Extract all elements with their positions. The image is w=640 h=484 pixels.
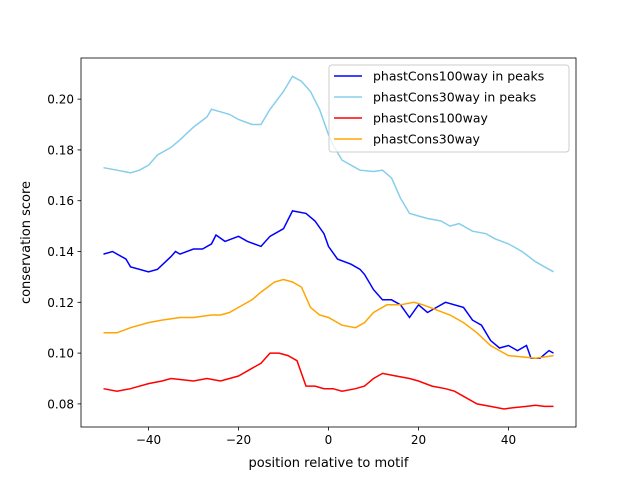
x-tick-label: −20 (226, 433, 251, 447)
y-tick-label: 0.20 (47, 93, 74, 107)
legend-label: phastCons100way in peaks (373, 69, 544, 84)
legend-label: phastCons30way in peaks (373, 90, 536, 105)
series-line-0 (103, 210, 554, 359)
x-tick-label: 0 (325, 433, 333, 447)
x-axis-label: position relative to motif (249, 456, 409, 471)
legend-label: phastCons30way (373, 132, 481, 147)
legend-frame (328, 64, 570, 153)
x-tick-label: 20 (411, 433, 426, 447)
x-tick-label: 40 (501, 433, 516, 447)
y-tick-label: 0.18 (47, 143, 74, 157)
y-axis-ticks: 0.08 0.10 0.12 0.14 0.16 0.18 0.20 (47, 93, 81, 411)
legend-label: phastCons100way (373, 111, 488, 126)
y-tick-label: 0.08 (47, 397, 74, 411)
series-line-2 (103, 352, 554, 410)
series-line-3 (103, 278, 554, 359)
x-axis-ticks: −40 −20 0 20 40 (136, 427, 516, 447)
legend: phastCons100way in peaks phastCons30way i… (328, 64, 570, 153)
y-tick-label: 0.16 (47, 194, 74, 208)
y-tick-label: 0.10 (47, 347, 74, 361)
x-tick-label: −40 (136, 433, 161, 447)
y-axis-label: conservation score (19, 181, 34, 304)
y-tick-label: 0.14 (47, 245, 74, 259)
series-lines (103, 75, 554, 410)
y-tick-label: 0.12 (47, 296, 74, 310)
